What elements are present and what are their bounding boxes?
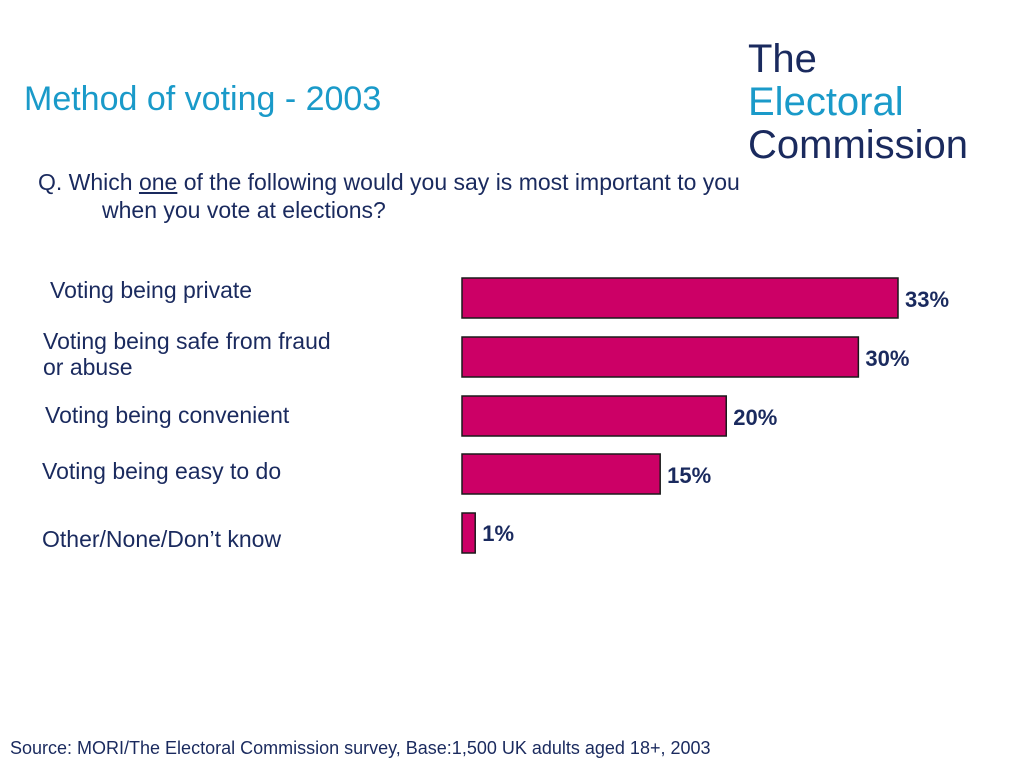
survey-question: Q. Which one of the following would you … [38, 168, 938, 224]
category-label-private: Voting being private [50, 277, 252, 303]
source-note: Source: MORI/The Electoral Commission su… [10, 738, 711, 758]
data-label-4: 1% [482, 521, 514, 546]
question-prefix: Q. Which [38, 169, 139, 195]
bar-2 [461, 395, 727, 437]
category-label-line: or abuse [43, 354, 133, 380]
logo-line-electoral: Electoral [748, 80, 904, 124]
category-label-line: Voting being safe from fraud [43, 328, 331, 354]
category-label-easy-to-do: Voting being easy to do [42, 458, 281, 484]
bar-0 [461, 277, 899, 319]
electoral-commission-logo: The Electoral Commission [748, 38, 968, 167]
category-label-line: Voting being private [50, 277, 253, 303]
category-label-line: Voting being easy to do [42, 458, 282, 484]
logo-line-the: The [748, 37, 817, 81]
data-label-0: 33% [905, 287, 949, 312]
category-label-convenient: Voting being convenient [45, 402, 289, 428]
data-label-3: 15% [667, 463, 711, 488]
logo-line-commission: Commission [748, 123, 969, 167]
category-label-line: Other/None/Don’t know [42, 526, 282, 552]
bar-4 [461, 512, 476, 554]
question-line2: when you vote at elections? [102, 197, 386, 223]
bar-3 [461, 453, 661, 495]
category-label-safe-from-fraud: Voting being safe from fraud or abuse [43, 328, 331, 380]
question-rest: of the following would you say is most i… [177, 169, 740, 195]
question-emphasis: one [138, 169, 178, 195]
data-label-2: 20% [733, 405, 777, 430]
category-label-line: Voting being convenient [45, 402, 290, 428]
category-label-other: Other/None/Don’t know [42, 526, 281, 552]
data-label-1: 30% [865, 346, 909, 371]
bar-1 [461, 336, 860, 378]
page-title: Method of voting - 2003 [24, 80, 382, 118]
